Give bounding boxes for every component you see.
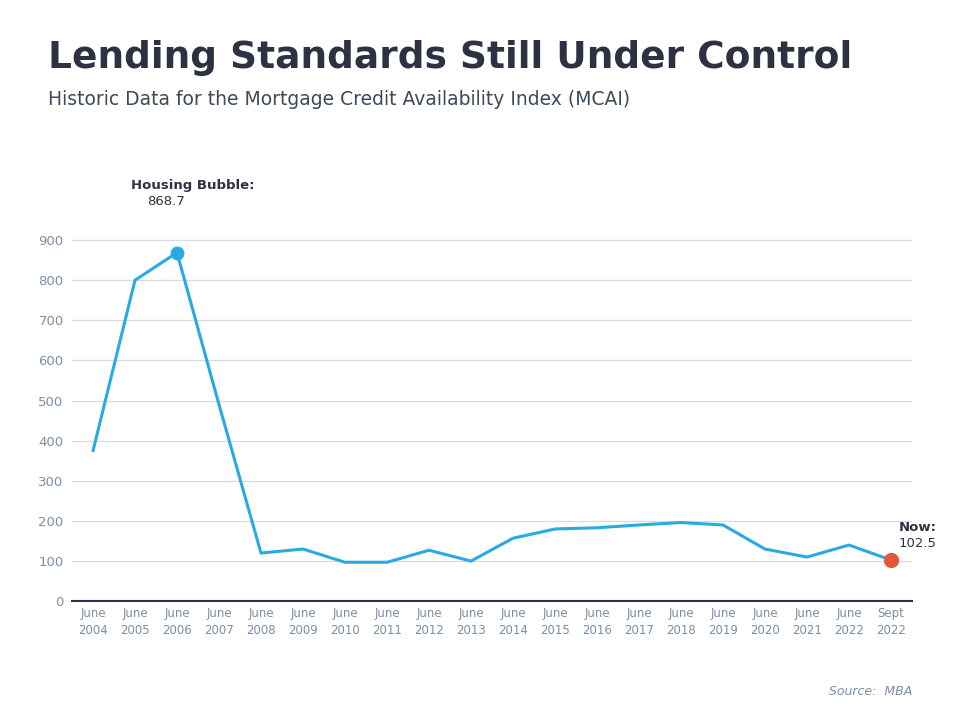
Text: 102.5: 102.5: [899, 537, 937, 550]
Text: Housing Bubble:: Housing Bubble:: [131, 179, 254, 192]
Text: Lending Standards Still Under Control: Lending Standards Still Under Control: [48, 40, 852, 76]
Text: Now:: Now:: [899, 521, 937, 534]
Text: Source:  MBA: Source: MBA: [828, 685, 912, 698]
Text: 868.7: 868.7: [148, 195, 185, 208]
Text: Historic Data for the Mortgage Credit Availability Index (MCAI): Historic Data for the Mortgage Credit Av…: [48, 90, 630, 109]
